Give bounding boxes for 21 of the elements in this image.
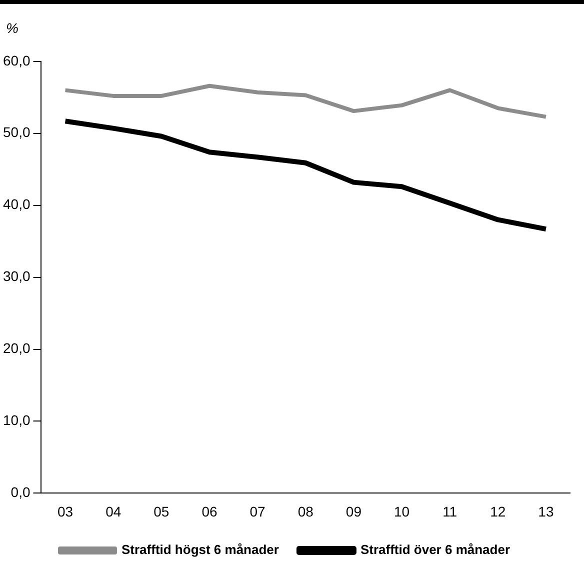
- y-tick-label: 10,0: [3, 412, 30, 428]
- x-tick-label: 07: [250, 503, 266, 520]
- x-tick-label: 09: [346, 503, 362, 520]
- x-tick-label: 06: [202, 503, 218, 520]
- y-axis-title: %: [6, 20, 18, 36]
- x-tick-label: 13: [538, 503, 554, 520]
- y-tick-label: 20,0: [3, 340, 30, 356]
- legend-label: Strafftid över 6 månader: [360, 542, 510, 558]
- legend-label: Strafftid högst 6 månader: [121, 542, 279, 558]
- x-tick-label: 11: [442, 503, 458, 520]
- x-tick-label: 05: [154, 503, 170, 520]
- y-tick-label: 0,0: [10, 484, 30, 500]
- x-tick-label: 04: [106, 503, 122, 520]
- x-tick-label: 03: [57, 503, 74, 520]
- x-tick-label: 08: [298, 503, 314, 520]
- y-tick-label: 30,0: [3, 268, 30, 284]
- x-tick-label: 10: [394, 503, 410, 520]
- y-tick-label: 60,0: [3, 52, 30, 68]
- x-tick-label: 12: [490, 503, 506, 520]
- y-tick-label: 50,0: [3, 124, 30, 140]
- y-tick-label: 40,0: [3, 196, 30, 212]
